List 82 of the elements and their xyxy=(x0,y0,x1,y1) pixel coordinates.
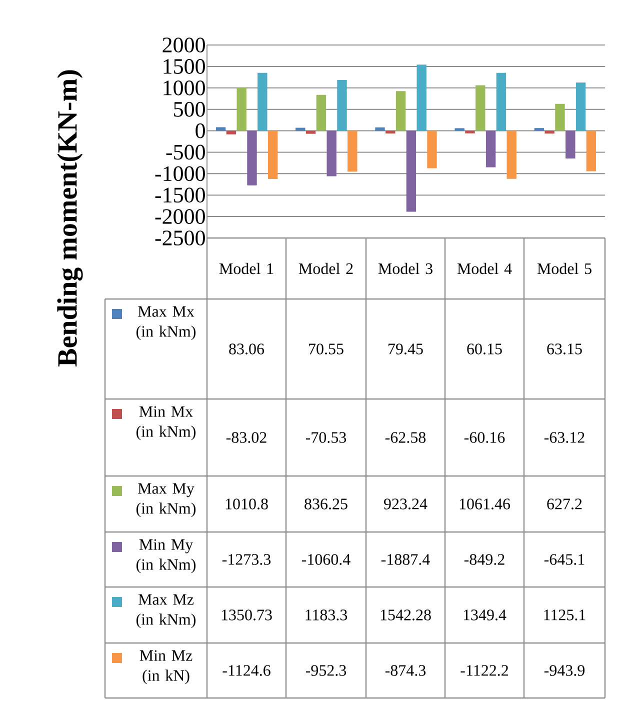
y-tick-label: -500 xyxy=(166,144,205,160)
data-label: -943.9 xyxy=(544,665,584,676)
bar xyxy=(296,128,306,131)
legend-label: Min Mz (in kN) xyxy=(140,650,192,684)
x-tick-label: Model 2 xyxy=(298,262,353,274)
data-label: -63.12 xyxy=(544,432,584,443)
data-label: 60.15 xyxy=(467,344,502,354)
data-label: -83.02 xyxy=(226,432,266,443)
data-label: 79.45 xyxy=(388,344,423,354)
bar xyxy=(306,130,316,134)
data-label: -60.16 xyxy=(464,432,505,443)
bar xyxy=(486,130,496,168)
bar xyxy=(396,91,406,131)
data-label: -645.1 xyxy=(544,554,584,565)
legend-label: Min My (in kNm) xyxy=(136,539,196,574)
legend-label: Max Mx (in kNm) xyxy=(136,306,196,340)
bar xyxy=(534,128,544,131)
bar xyxy=(226,130,236,134)
bar xyxy=(348,130,358,172)
data-label: -1122.2 xyxy=(460,665,508,676)
bar xyxy=(427,130,437,168)
data-label: 1183.3 xyxy=(306,610,348,620)
y-tick-label: 0 xyxy=(196,123,205,138)
data-label: -849.2 xyxy=(464,554,504,565)
data-label: -1124.6 xyxy=(222,665,270,676)
y-tick-label: 1000 xyxy=(164,80,205,96)
data-label: 1349.4 xyxy=(464,610,506,620)
legend-label: Min Mx (in kNm) xyxy=(136,406,196,440)
data-label: -70.53 xyxy=(306,432,346,443)
bar xyxy=(316,94,326,131)
bar xyxy=(454,128,464,131)
bar xyxy=(576,82,586,131)
data-label: -1060.4 xyxy=(302,554,350,565)
bar xyxy=(236,87,246,131)
data-label: 836.25 xyxy=(304,498,348,510)
x-tick-label: Model 3 xyxy=(378,262,432,274)
y-tick-label: -1500 xyxy=(155,188,205,203)
bar xyxy=(375,127,385,131)
bar xyxy=(326,130,336,176)
bar xyxy=(555,104,565,131)
bar xyxy=(386,130,396,134)
y-axis-title: Bending moment(KN-m) xyxy=(57,70,83,366)
data-label: 923.24 xyxy=(384,498,428,510)
data-label: -1273.3 xyxy=(222,554,271,565)
bar xyxy=(416,64,426,131)
data-label: 63.15 xyxy=(547,344,582,354)
bar xyxy=(337,80,347,131)
bar xyxy=(506,130,516,179)
y-tick-label: 2000 xyxy=(162,38,205,52)
x-tick-label: Model 1 xyxy=(219,262,274,274)
bar xyxy=(268,130,278,180)
x-tick-label: Model 4 xyxy=(457,262,512,274)
bar xyxy=(216,127,226,131)
bar xyxy=(465,130,475,134)
bar xyxy=(406,130,416,212)
bar xyxy=(586,130,596,172)
y-tick-label: 500 xyxy=(174,102,205,117)
y-tick-label: -1000 xyxy=(155,166,205,182)
legend-label: Max My (in kNm) xyxy=(136,483,196,518)
y-tick-label: 1500 xyxy=(164,59,205,74)
bar xyxy=(258,72,268,131)
data-label: 1125.1 xyxy=(544,610,586,620)
data-label: -1887.4 xyxy=(381,554,430,565)
bar xyxy=(476,85,486,131)
data-label: -62.58 xyxy=(385,432,426,443)
y-tick-label: -2000 xyxy=(155,209,205,224)
y-tick-label: -2500 xyxy=(155,230,205,246)
data-label: 70.55 xyxy=(309,344,344,354)
data-label: 1010.8 xyxy=(226,498,268,510)
x-tick-label: Model 5 xyxy=(537,262,592,274)
data-label: 83.06 xyxy=(229,344,264,354)
bar xyxy=(544,130,554,134)
data-label: 627.2 xyxy=(547,498,582,510)
bar xyxy=(496,72,506,131)
bar xyxy=(247,130,257,186)
data-label: 1061.46 xyxy=(460,498,510,510)
data-label: 1542.28 xyxy=(380,610,431,620)
bar xyxy=(566,130,576,158)
data-label: 1350.73 xyxy=(222,610,272,620)
data-label: -874.3 xyxy=(385,665,426,676)
data-label: -952.3 xyxy=(306,665,346,676)
legend-label: Max Mz (in kNm) xyxy=(136,594,196,628)
